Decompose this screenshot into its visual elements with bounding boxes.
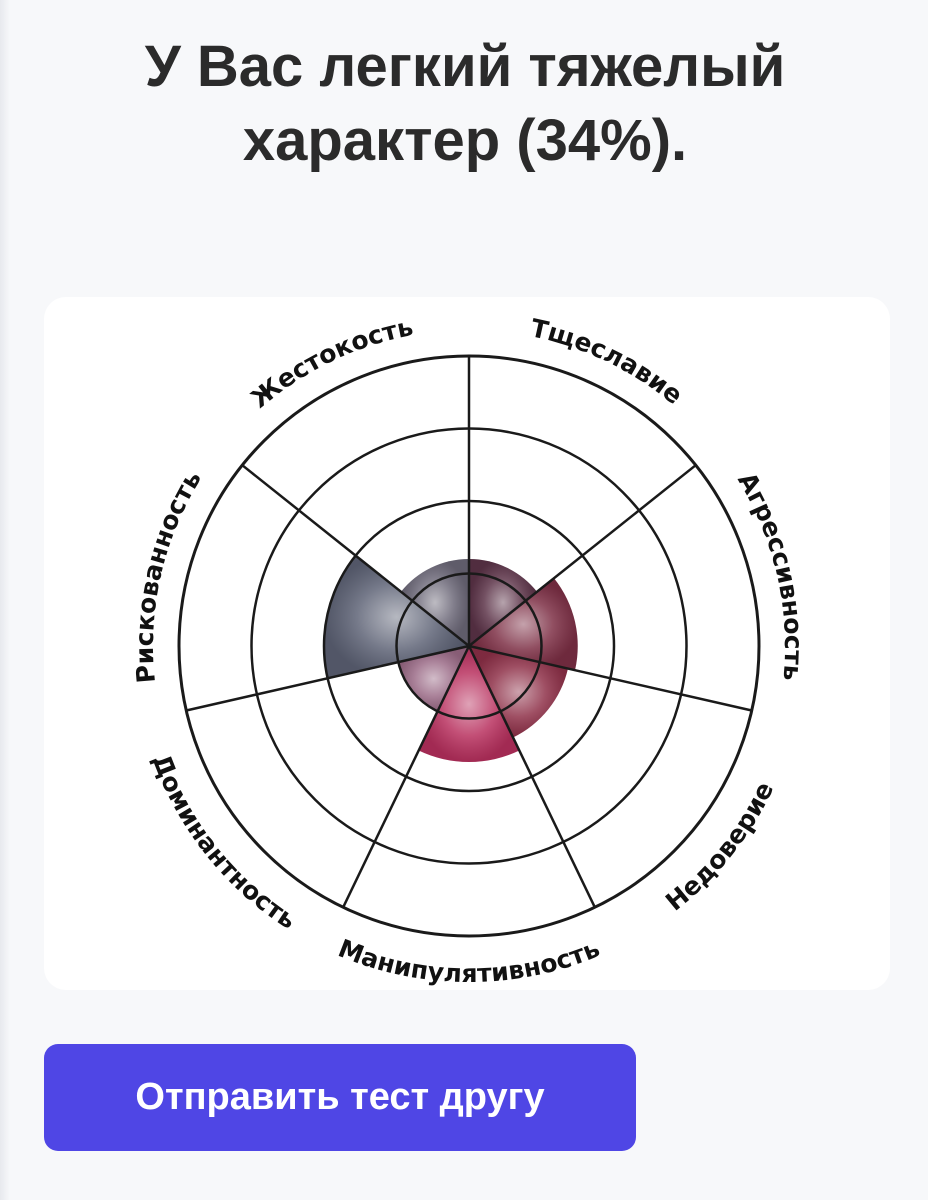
result-title-line1: У Вас легкий тяжелый — [144, 34, 786, 99]
result-title-line2: характер (34%). — [242, 108, 688, 173]
grid-spoke-3 — [468, 644, 753, 712]
category-label-1: Тщеславие — [528, 313, 688, 410]
share-test-button[interactable]: Отправить тест другу — [44, 1044, 636, 1151]
grid-spoke-6 — [185, 644, 470, 712]
sector-7-highlight — [400, 559, 469, 646]
chart-card: Тщеславие Агрессивность Недоверие Манипулят… — [44, 297, 890, 990]
result-title: У Вас легкий тяжелый характер (34%). — [40, 30, 890, 178]
sector-2-highlight — [469, 578, 578, 671]
left-edge-shadow — [0, 0, 10, 1200]
category-label-5: Доминантность — [147, 750, 302, 935]
sector-4-highlight — [418, 646, 520, 762]
category-label-2: Агрессивность — [732, 467, 808, 682]
grid-spoke-7 — [241, 464, 470, 647]
grid-spoke-2 — [468, 464, 697, 647]
category-label-4: Манипулятивность — [334, 934, 603, 988]
sector-1-highlight — [469, 559, 538, 646]
radial-chart: ТщеславиеАгрессивностьНедовериеМанипулят… — [130, 312, 808, 988]
grid-spoke-4 — [467, 645, 596, 908]
category-label-6: Рискованность — [130, 465, 207, 684]
sector-3-highlight — [469, 646, 568, 738]
category-label-7: Жестокость — [245, 312, 415, 413]
grid-spoke-5 — [342, 645, 471, 908]
sector-6-highlight — [324, 555, 469, 679]
